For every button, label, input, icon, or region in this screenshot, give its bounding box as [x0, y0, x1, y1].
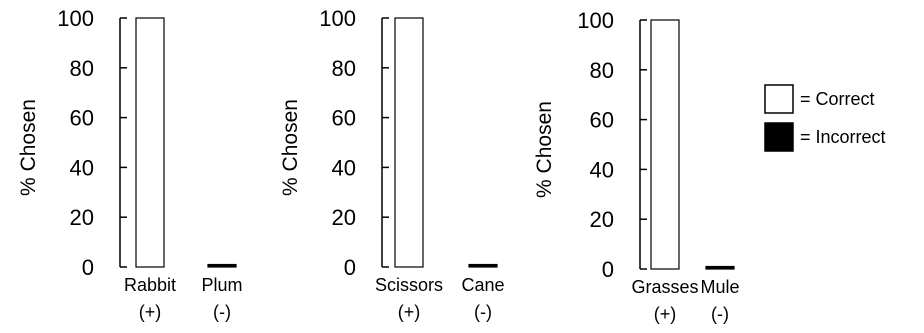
chart-panels: 0 20 40 60 80 100 % Chosen Rabbit (+) Plum (-) 0 20 4… — [17, 6, 740, 324]
bar-cane — [468, 263, 498, 268]
category-sign-label: (-) — [474, 302, 492, 322]
legend-label-correct: = Correct — [800, 89, 875, 109]
legend-swatch-correct — [764, 84, 794, 114]
category-label: Rabbit — [124, 275, 176, 295]
y-tick-label: 40 — [590, 157, 614, 182]
bar-scissors — [394, 17, 424, 268]
y-tick-label: 60 — [332, 106, 356, 131]
y-tick-label: 100 — [57, 6, 94, 31]
y-tick-label: 60 — [70, 106, 94, 131]
y-tick-label: 40 — [332, 155, 356, 180]
y-tick-label: 80 — [590, 58, 614, 83]
y-tick-label: 20 — [590, 207, 614, 232]
category-sign-label: (-) — [711, 304, 729, 324]
chart-panel-3: 0 20 40 60 80 100 % Chosen Grasses (+) Mule (-) — [533, 8, 740, 324]
category-label: Plum — [201, 275, 242, 295]
y-tick-label: 20 — [332, 205, 356, 230]
category-label: Cane — [461, 275, 504, 295]
y-axis-label: % Chosen — [279, 99, 302, 196]
legend: = Correct = Incorrect — [764, 84, 886, 152]
category-sign-label: (-) — [213, 302, 231, 322]
bar-grasses — [650, 19, 680, 270]
y-tick-label: 80 — [332, 56, 356, 81]
y-axis-label: % Chosen — [17, 99, 40, 196]
y-tick-label: 0 — [344, 255, 356, 280]
y-tick-label: 40 — [70, 155, 94, 180]
legend-swatch-incorrect — [764, 122, 794, 152]
category-sign-label: (+) — [398, 302, 421, 322]
bar-mule — [705, 265, 735, 270]
y-tick-label: 60 — [590, 108, 614, 133]
category-label: Mule — [700, 277, 739, 297]
y-tick-label: 100 — [319, 6, 356, 31]
legend-label-incorrect: = Incorrect — [800, 127, 886, 147]
y-tick-label: 100 — [577, 8, 614, 33]
y-axis-label: % Chosen — [533, 101, 556, 198]
bar-rabbit — [135, 17, 165, 268]
y-tick-label: 0 — [82, 255, 94, 280]
chart-panel-1: 0 20 40 60 80 100 % Chosen Rabbit (+) Plum (-) — [17, 6, 243, 322]
y-tick-label: 80 — [70, 56, 94, 81]
y-tick-label: 20 — [70, 205, 94, 230]
category-label: Scissors — [375, 275, 443, 295]
bar-plum — [207, 263, 237, 268]
category-sign-label: (+) — [654, 304, 677, 324]
chart-panel-2: 0 20 40 60 80 100 % Chosen Scissors (+) Cane (-) — [279, 6, 505, 322]
category-label: Grasses — [631, 277, 698, 297]
y-tick-label: 0 — [602, 257, 614, 282]
category-sign-label: (+) — [139, 302, 162, 322]
